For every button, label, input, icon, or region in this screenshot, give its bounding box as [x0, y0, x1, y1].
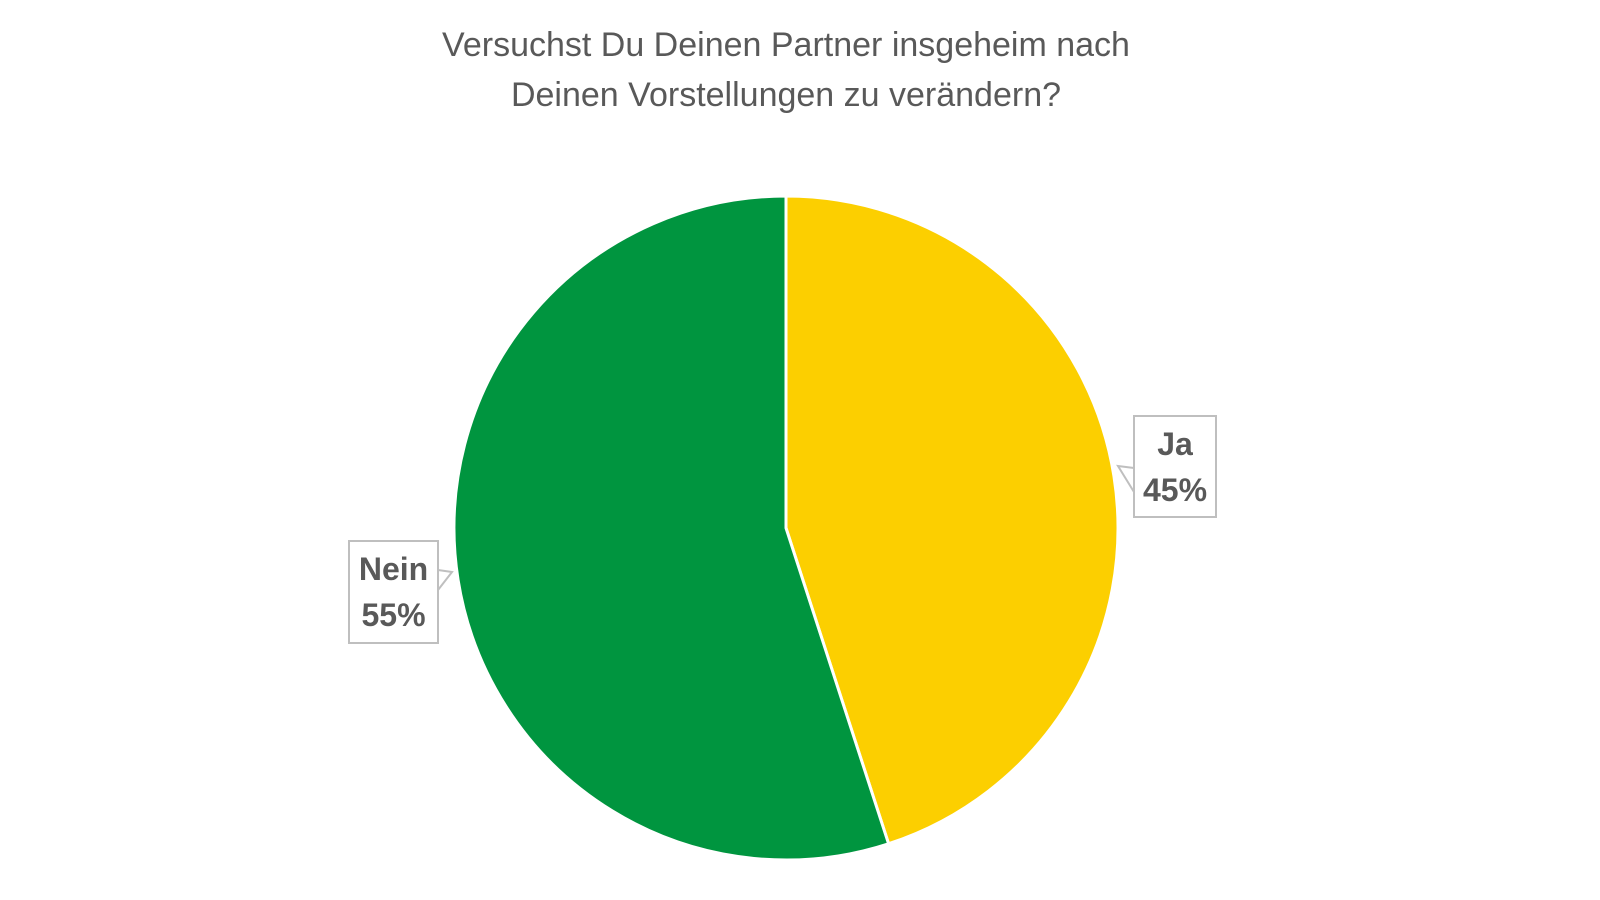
chart-title-line-2: Deinen Vorstellungen zu verändern?	[510, 76, 1062, 114]
callout-pointer-nein	[437, 569, 454, 591]
data-label-nein: Nein 55%	[348, 540, 439, 644]
data-label-ja: Ja 45%	[1133, 415, 1217, 518]
pie-slice-nein	[452, 194, 891, 862]
data-label-ja-category: Ja	[1157, 426, 1193, 462]
data-label-nein-category: Nein	[358, 551, 429, 587]
data-label-nein-value: 55%	[361, 597, 426, 633]
data-label-ja-value: 45%	[1142, 472, 1208, 508]
pie-slice-ja	[784, 194, 1120, 846]
chart-title: Versuchst Du Deinen Partner insgeheim na…	[0, 20, 1572, 120]
callout-pointer-ja	[1116, 464, 1135, 493]
chart-title-line-1: Versuchst Du Deinen Partner insgeheim na…	[442, 26, 1130, 64]
